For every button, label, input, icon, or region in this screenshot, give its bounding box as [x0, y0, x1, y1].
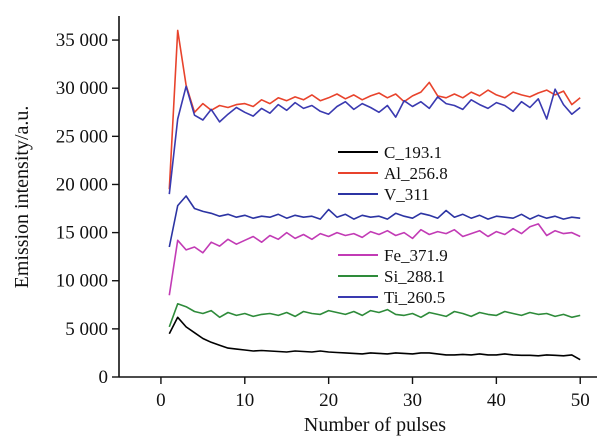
x-tick-label: 30 — [403, 390, 422, 411]
axes — [118, 16, 597, 378]
series-line-ti-260-5 — [168, 85, 581, 195]
y-tick-label: 20 000 — [56, 174, 108, 195]
series-line-v-311 — [168, 195, 581, 248]
y-tick-label: 0 — [99, 367, 109, 388]
x-tick-label: 0 — [156, 390, 166, 411]
y-axis-title: Emission intensity/a.u. — [11, 106, 33, 289]
x-axis-title: Number of pulses — [304, 414, 446, 436]
series-line-si-288-1 — [168, 302, 581, 328]
x-tick-label: 50 — [571, 390, 590, 411]
series-line-al-256-8 — [168, 29, 581, 190]
y-tick-label: 15 000 — [56, 223, 108, 244]
y-ticks: 0 5 000 10 000 15 000 20 000 25 000 30 000 35 0… — [56, 30, 119, 388]
series-layer — [168, 29, 581, 361]
y-tick-label: 25 000 — [56, 126, 108, 147]
x-ticks: 0 10 20 30 40 50 — [156, 377, 590, 411]
legend-label: Al_256.8 — [384, 164, 448, 183]
y-tick-label: 10 000 — [56, 271, 108, 292]
series-line-fe-371-9 — [168, 223, 581, 296]
y-tick-label: 35 000 — [56, 30, 108, 51]
legend-label: Fe_371.9 — [384, 246, 448, 265]
legend-label: V_311 — [384, 185, 430, 204]
x-tick-label: 40 — [487, 390, 506, 411]
legend-label: Si_288.1 — [384, 267, 445, 286]
legend-label: Ti_260.5 — [384, 288, 445, 307]
series-line-c-193-1 — [168, 316, 581, 361]
legend-label: C_193.1 — [384, 143, 442, 162]
x-tick-label: 10 — [235, 390, 254, 411]
y-tick-label: 30 000 — [56, 78, 108, 99]
legend: C_193.1 Al_256.8 V_311 Fe_371.9 Si_288.1 Ti_2… — [338, 143, 448, 307]
y-tick-label: 5 000 — [65, 319, 108, 340]
x-tick-label: 20 — [319, 390, 338, 411]
